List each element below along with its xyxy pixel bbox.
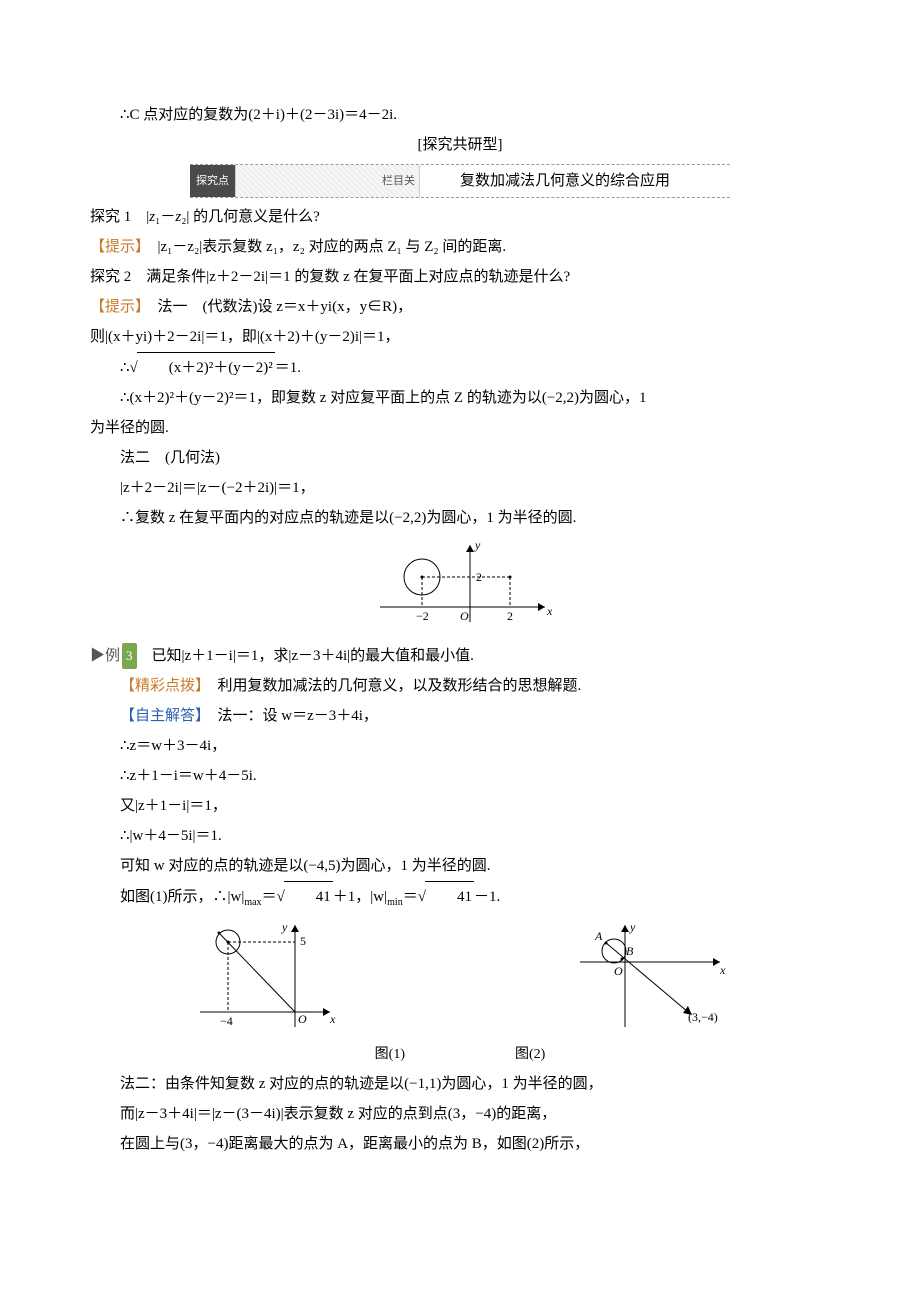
figure-circle-plane: −2 2 2 O x y xyxy=(360,537,560,637)
bar-left: 探究点 xyxy=(190,165,235,197)
text-line: ∴(x＋2)²＋(y－2)²＝1，即复数 z 对应复平面上的点 Z 的轨迹为以(… xyxy=(90,383,830,413)
svg-text:2: 2 xyxy=(507,609,513,623)
svg-text:y: y xyxy=(281,920,288,934)
topic-bar: 探究点 栏目关 复数加减法几何意义的综合应用 xyxy=(190,164,730,198)
text-line: 如图(1)所示，∴|w|max＝√41＋1，|w|min＝√41－1. xyxy=(90,881,830,913)
text-line: 又|z＋1－i|＝1， xyxy=(90,791,830,821)
section-type: [探究共研型] xyxy=(90,130,830,160)
svg-text:x: x xyxy=(719,963,726,977)
text-line: ∴C 点对应的复数为(2＋i)＋(2－3i)＝4－2i. xyxy=(90,100,830,130)
svg-text:(3,−4): (3,−4) xyxy=(688,1010,718,1024)
text-line: 法二：由条件知复数 z 对应的点的轨迹是以(−1,1)为圆心，1 为半径的圆， xyxy=(90,1069,830,1099)
example-number-badge: 3 xyxy=(122,643,137,669)
text-line: ∴|w＋4－5i|＝1. xyxy=(90,821,830,851)
text-line: ∴√(x＋2)²＋(y－2)²＝1. xyxy=(90,352,830,383)
bar-mid: 栏目关 xyxy=(235,165,420,197)
svg-text:O: O xyxy=(460,609,469,623)
bar-right: 复数加减法几何意义的综合应用 xyxy=(420,165,730,197)
svg-text:x: x xyxy=(329,1012,336,1026)
figure-pair: −4 5 O x y A B O x y (3,−4) xyxy=(90,913,830,1041)
svg-text:O: O xyxy=(298,1012,307,1026)
svg-text:y: y xyxy=(474,538,481,552)
text-line: 法二 (几何法) xyxy=(90,443,830,473)
hint-1: 【提示】 |z₁－z₂|表示复数 z₁，z₂ 对应的两点 Z₁ 与 Z₂ 间的距… xyxy=(90,232,830,262)
svg-text:5: 5 xyxy=(300,934,306,948)
text-line: 而|z－3＋4i|＝|z－(3－4i)|表示复数 z 对应的点到点(3，−4)的… xyxy=(90,1099,830,1129)
text-line: ∴z＝w＋3－4i， xyxy=(90,731,830,761)
hint-2: 【提示】 法一 (代数法)设 z＝x＋yi(x，y∈R)， xyxy=(90,292,830,322)
text-line: 为半径的圆. xyxy=(90,413,830,443)
example-3: ▶例3 已知|z＋1－i|＝1，求|z－3＋4i|的最大值和最小值. xyxy=(90,641,830,671)
svg-text:y: y xyxy=(629,920,636,934)
svg-text:A: A xyxy=(594,929,603,943)
explore-2: 探究 2 满足条件|z＋2－2i|＝1 的复数 z 在复平面上对应点的轨迹是什么… xyxy=(90,262,830,292)
svg-text:−4: −4 xyxy=(220,1014,233,1028)
svg-text:−2: −2 xyxy=(416,609,429,623)
text-line: |z＋2－2i|＝|z－(−2＋2i)|＝1， xyxy=(90,473,830,503)
svg-text:O: O xyxy=(614,964,623,978)
text-line: ∴复数 z 在复平面内的对应点的轨迹是以(−2,2)为圆心，1 为半径的圆. xyxy=(90,503,830,533)
text-line: 则|(x＋yi)＋2－2i|＝1，即|(x＋2)＋(y－2)i|＝1， xyxy=(90,322,830,352)
svg-text:2: 2 xyxy=(476,570,482,584)
figure-2-left: −4 5 O x y xyxy=(190,917,340,1037)
figure-captions: 图(1) 图(2) xyxy=(90,1041,830,1069)
text-line: ∴z＋1－i＝w＋4－5i. xyxy=(90,761,830,791)
svg-text:B: B xyxy=(626,944,634,958)
answer-line: 【自主解答】 法一：设 w＝z－3＋4i， xyxy=(90,701,830,731)
hint-line: 【精彩点拨】 利用复数加减法的几何意义，以及数形结合的思想解题. xyxy=(90,671,830,701)
figure-2-right: A B O x y (3,−4) xyxy=(570,917,730,1037)
svg-text:x: x xyxy=(546,604,553,618)
explore-1: 探究 1 |z₁－z₂| 的几何意义是什么? xyxy=(90,202,830,232)
text-line: 在圆上与(3，−4)距离最大的点为 A，距离最小的点为 B，如图(2)所示， xyxy=(90,1129,830,1159)
text-line: 可知 w 对应的点的轨迹是以(−4,5)为圆心，1 为半径的圆. xyxy=(90,851,830,881)
